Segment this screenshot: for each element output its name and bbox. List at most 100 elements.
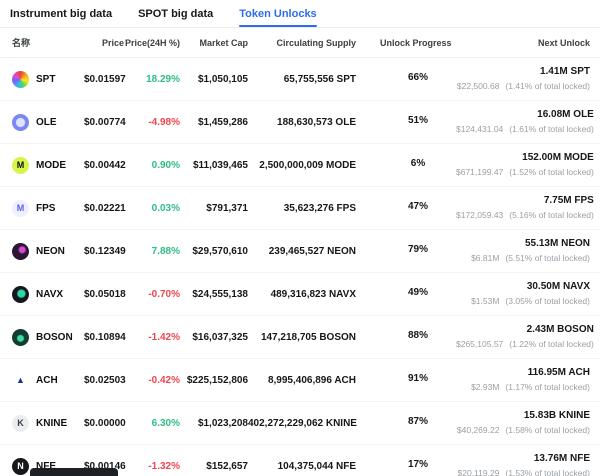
next-unlock-cell: 2.43M BOSON $265,105.57 (1.22% of total l… [456, 324, 594, 349]
price-change: -1.32% [148, 460, 180, 472]
progress-percent: 49% [407, 287, 428, 298]
table-body: SPT $0.01597 18.29% $1,050,105 65,755,55… [0, 58, 600, 476]
price-change: 6.30% [151, 417, 180, 429]
progress-bar: 91% [380, 373, 456, 384]
next-unlock-value: $265,105.57 [456, 338, 504, 349]
unlock-progress-cell: 88% [356, 330, 456, 344]
header-name: 名称 [12, 38, 31, 48]
bottom-toast [30, 468, 118, 476]
tab-instrument-big-data[interactable]: Instrument big data [10, 8, 113, 20]
market-cap-cell: $24,555,138 [192, 288, 248, 300]
price-cell: $0.10894 [84, 331, 126, 343]
progress-bar: 6% [380, 158, 456, 169]
progress-percent: 88% [407, 330, 428, 341]
next-unlock-note: (5.51% of total locked) [505, 252, 590, 263]
progress-percent: 87% [407, 416, 428, 427]
unlock-progress-cell: 66% [356, 72, 456, 86]
next-unlock-cell: 55.13M NEON $6.81M (5.51% of total locked… [456, 238, 590, 263]
next-unlock-value: $172,059.43 [456, 209, 504, 220]
next-unlock-cell: 16.08M OLE $124,431.04 (1.61% of total lo… [456, 109, 594, 134]
table-row[interactable]: BOSON $0.10894 -1.42% $16,037,325 147,21… [0, 316, 600, 359]
table-row[interactable]: K KNINE $0.00000 6.30% $1,023,208 402,27… [0, 402, 600, 445]
next-unlock-detail: $40,269.22 (1.58% of total locked) [456, 425, 590, 436]
table-row[interactable]: N NFE $0.00146 -1.32% $152,657 104,375,0… [0, 445, 600, 476]
progress-percent: 66% [407, 72, 428, 83]
market-cap-cell: $1,023,208 [197, 417, 248, 429]
circulating-supply-cell: 65,755,556 SPT [283, 73, 356, 85]
next-unlock-detail: $20,119.29 (1.53% of total locked) [456, 468, 591, 476]
price-cell: $0.00000 [84, 417, 126, 429]
next-unlock-detail: $6.81M (5.51% of total locked) [456, 253, 590, 264]
price-cell: $0.05018 [84, 288, 126, 300]
next-unlock-note: (3.05% of total locked) [505, 295, 590, 306]
progress-bar: 88% [380, 330, 456, 341]
header-circulating-supply: Circulating Supply [276, 37, 356, 48]
market-cap-cell: $11,039,465 [192, 159, 248, 171]
price-change: 0.90% [151, 159, 180, 171]
next-unlock-value: $1.53M [471, 295, 500, 306]
progress-percent: 6% [410, 158, 426, 169]
market-cap-cell: $152,657 [206, 460, 248, 472]
market-cap-cell: $1,050,105 [197, 73, 248, 85]
next-unlock-detail: $172,059.43 (5.16% of total locked) [456, 210, 594, 221]
circulating-supply-cell: 104,375,044 NFE [277, 460, 356, 472]
unlock-progress-cell: 91% [356, 373, 456, 387]
header-price: Price [101, 37, 124, 48]
price-cell: $0.00442 [84, 159, 126, 171]
progress-bar: 51% [380, 115, 456, 126]
next-unlock-value: $6.81M [471, 252, 500, 263]
next-unlock-value: $124,431.04 [456, 123, 504, 134]
tab-token-unlocks[interactable]: Token Unlocks [239, 2, 318, 27]
progress-bar: 87% [380, 416, 456, 427]
token-name-cell: NAVX [12, 285, 84, 303]
next-unlock-detail: $265,105.57 (1.22% of total locked) [456, 339, 594, 350]
circulating-supply-cell: 239,465,527 NEON [268, 245, 356, 257]
mode-token-icon: M [12, 156, 29, 174]
next-unlock-amount: 13.76M NFE [533, 453, 590, 465]
unlock-progress-cell: 6% [356, 158, 456, 172]
fps-token-icon: M [12, 199, 29, 217]
price-cell: $0.01597 [84, 73, 126, 85]
ach-token-icon: ▲ [12, 371, 29, 389]
next-unlock-amount: 30.50M NAVX [526, 281, 590, 293]
token-name-cell: ▲ ACH [12, 371, 84, 389]
price-cell: $0.12349 [84, 245, 126, 257]
next-unlock-value: $671,199.47 [456, 166, 504, 177]
table-row[interactable]: M FPS $0.02221 0.03% $791,371 35,623,276… [0, 187, 600, 230]
next-unlock-cell: 15.83B KNINE $40,269.22 (1.58% of total l… [456, 410, 590, 435]
unlock-progress-cell: 79% [356, 244, 456, 258]
next-unlock-value: $22,500.68 [456, 80, 500, 91]
tab-spot-big-data[interactable]: SPOT big data [138, 8, 214, 20]
next-unlock-amount: 1.41M SPT [539, 66, 590, 78]
next-unlock-cell: 1.41M SPT $22,500.68 (1.41% of total lock… [456, 66, 590, 91]
table-row[interactable]: OLE $0.00774 -4.98% $1,459,286 188,630,5… [0, 101, 600, 144]
token-symbol: OLE [36, 116, 57, 128]
table-row[interactable]: NAVX $0.05018 -0.70% $24,555,138 489,316… [0, 273, 600, 316]
progress-percent: 79% [407, 244, 428, 255]
circulating-supply-cell: 489,316,823 NAVX [270, 288, 356, 300]
table-row[interactable]: M MODE $0.00442 0.90% $11,039,465 2,500,… [0, 144, 600, 187]
table-row[interactable]: NEON $0.12349 7.88% $29,570,610 239,465,… [0, 230, 600, 273]
circulating-supply-cell: 35,623,276 FPS [283, 202, 356, 214]
progress-bar: 49% [380, 287, 456, 298]
table-row[interactable]: ▲ ACH $0.02503 -0.42% $225,152,806 8,995… [0, 359, 600, 402]
next-unlock-detail: $124,431.04 (1.61% of total locked) [456, 124, 594, 135]
progress-bar: 47% [380, 201, 456, 212]
token-symbol: SPT [36, 73, 56, 85]
next-unlock-cell: 152.00M MODE $671,199.47 (1.52% of total … [456, 152, 594, 177]
price-change: 7.88% [151, 245, 180, 257]
knine-token-icon: K [12, 414, 29, 432]
next-unlock-note: (1.17% of total locked) [505, 381, 590, 392]
next-unlock-note: (5.16% of total locked) [509, 209, 594, 220]
table-row[interactable]: SPT $0.01597 18.29% $1,050,105 65,755,55… [0, 58, 600, 101]
token-symbol: NEON [36, 245, 65, 257]
price-cell: $0.02503 [84, 374, 126, 386]
nfe-token-icon: N [12, 457, 29, 475]
token-symbol: NFE [36, 460, 56, 472]
token-name-cell: OLE [12, 113, 84, 131]
market-cap-cell: $225,152,806 [186, 374, 248, 386]
header-price-change: Price(24H %) [124, 37, 180, 48]
progress-percent: 91% [407, 373, 428, 384]
unlock-progress-cell: 49% [356, 287, 456, 301]
